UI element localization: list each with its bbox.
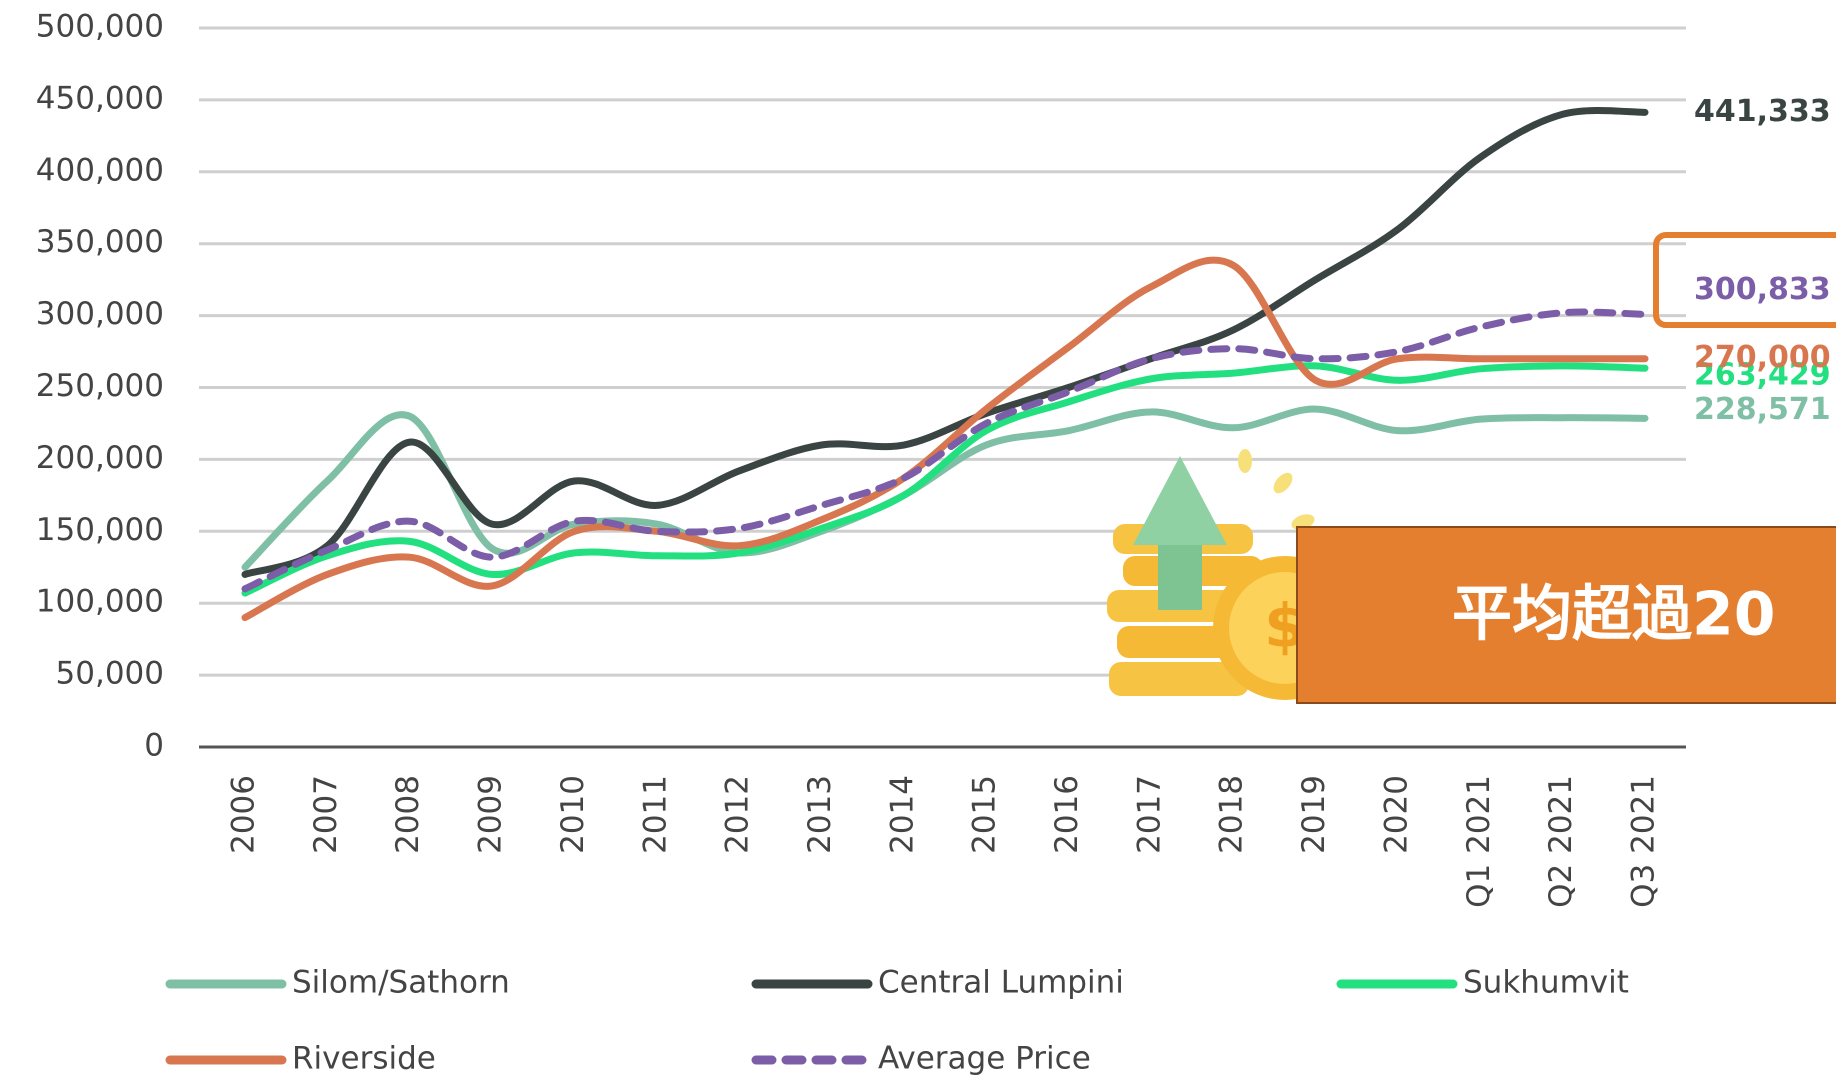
x-tick-label: 2012 — [720, 775, 756, 854]
value-label: 300,833 — [1694, 272, 1831, 307]
x-tick-label: 2014 — [884, 775, 920, 854]
value-label: 228,571 — [1694, 392, 1831, 427]
legend-label: Sukhumvit — [1463, 965, 1629, 1001]
x-tick-label: 2010 — [555, 775, 591, 854]
x-tick-label: 2013 — [802, 775, 838, 854]
y-tick-label: 350,000 — [36, 224, 164, 260]
y-tick-label: 50,000 — [56, 656, 164, 692]
y-tick-label: 150,000 — [36, 512, 164, 548]
legend-label: Central Lumpini — [878, 965, 1124, 1001]
chart: 0 50,000 100,000 150,000 200,000 250,000 300,0… — [0, 0, 1836, 1076]
x-tick-label: 2018 — [1214, 775, 1250, 854]
x-tick-label: 2017 — [1131, 775, 1167, 854]
y-tick-label: 100,000 — [36, 584, 164, 620]
x-tick-label: Q2 2021 — [1543, 775, 1579, 908]
page: 0 50,000 100,000 150,000 200,000 250,000 300,0… — [0, 0, 1836, 1076]
legend-label: Silom/Sathorn — [292, 965, 510, 1001]
x-tick-label: 2008 — [390, 775, 426, 854]
legend-label: Average Price — [878, 1041, 1091, 1076]
y-tick-label: 200,000 — [36, 440, 164, 476]
value-label: 441,333 — [1694, 94, 1831, 129]
y-tick-label: 500,000 — [36, 9, 164, 45]
x-tick-label: 2019 — [1296, 775, 1332, 854]
x-tick-label: Q1 2021 — [1461, 775, 1497, 908]
legend: Silom/Sathorn Central Lumpini Sukhumvit Riv… — [170, 965, 1629, 1076]
x-tick-label: Q3 2021 — [1626, 775, 1662, 908]
y-tick-label: 300,000 — [36, 296, 164, 332]
value-label: 270,000 — [1694, 340, 1831, 375]
x-tick-label: 2007 — [308, 775, 344, 854]
x-tick-label: 2015 — [967, 775, 1003, 854]
y-tick-label: 450,000 — [36, 80, 164, 116]
x-tick-label: 2016 — [1049, 775, 1085, 854]
y-tick-label: 250,000 — [36, 368, 164, 404]
y-tick-label: 400,000 — [36, 152, 164, 188]
grid: 0 50,000 100,000 150,000 200,000 250,000 300,0… — [36, 9, 1686, 908]
x-tick-label: 2011 — [637, 775, 673, 854]
legend-label: Riverside — [292, 1041, 436, 1076]
annotation: 平均超過20 — [1452, 580, 1776, 650]
x-tick-label: 2020 — [1378, 775, 1414, 854]
x-tick-label: 2006 — [226, 775, 262, 854]
x-tick-label: 2009 — [473, 775, 509, 854]
y-tick-label: 0 — [144, 728, 164, 764]
